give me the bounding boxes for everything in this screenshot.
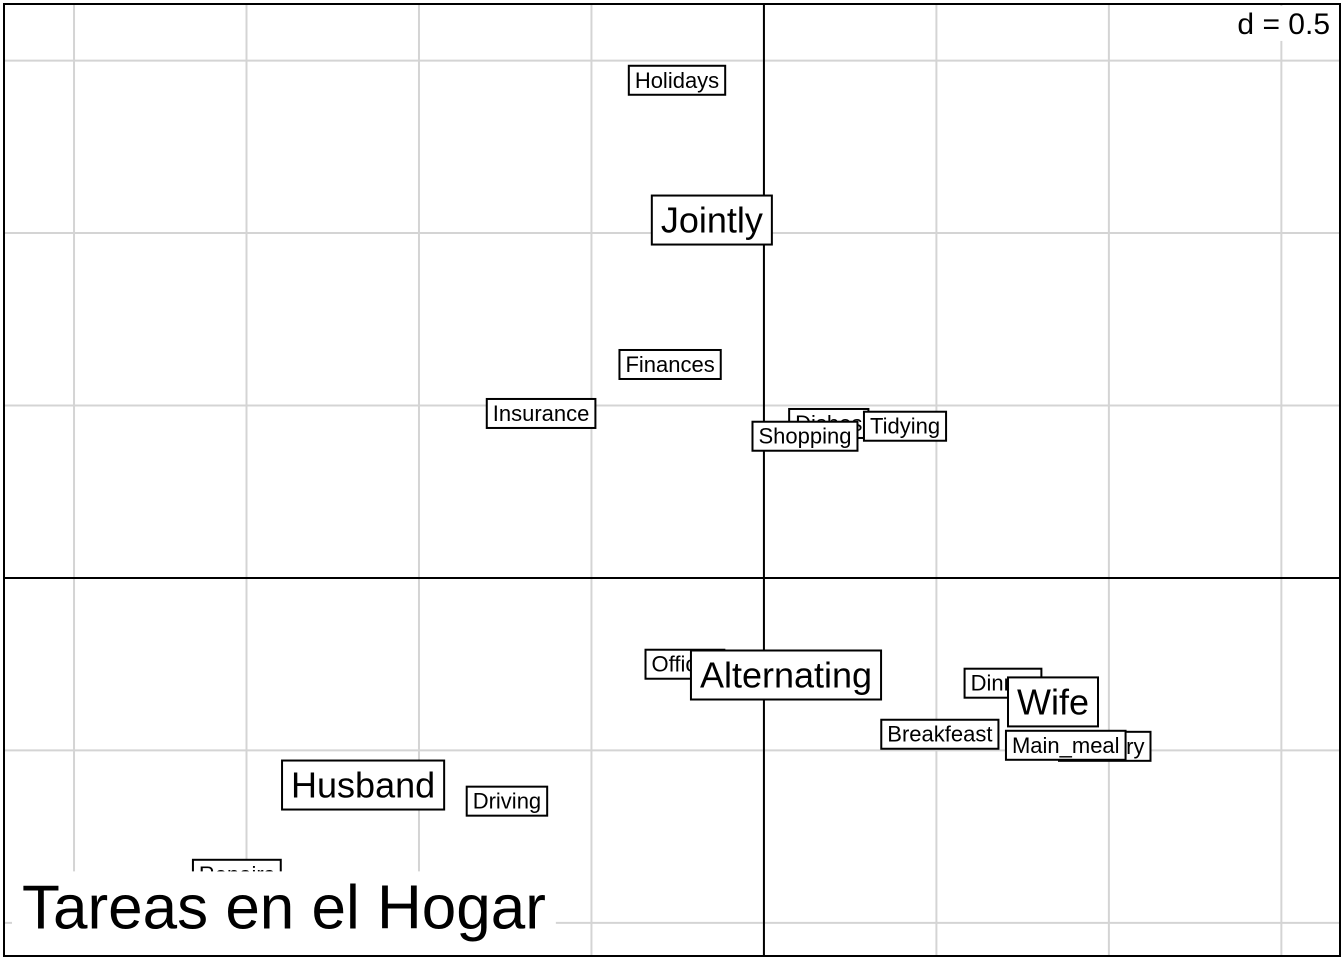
label-box xyxy=(880,718,1000,750)
label-box xyxy=(650,194,773,246)
label-box xyxy=(1006,676,1099,728)
scale-label: d = 0.5 xyxy=(1237,8,1330,41)
point-label: Wife xyxy=(1006,676,1099,728)
point-label: Shopping xyxy=(751,420,859,452)
chart-title: Tareas en el Hogar xyxy=(22,873,546,942)
point-label-text: Holidays xyxy=(635,68,719,93)
label-box xyxy=(862,410,948,442)
label-box xyxy=(465,785,549,817)
label-box xyxy=(1004,729,1127,761)
point-label: Breakfeast xyxy=(880,718,1000,750)
point-label-text: Husband xyxy=(291,765,435,806)
point-label: Tidying xyxy=(862,410,948,442)
point-label-text: Insurance xyxy=(493,401,590,426)
point-label: Alternating xyxy=(689,649,883,701)
label-box xyxy=(618,348,722,380)
label-box xyxy=(689,649,883,701)
point-label: Insurance xyxy=(485,397,597,429)
point-label-text: Shopping xyxy=(758,424,851,449)
point-label: Driving xyxy=(465,785,549,817)
title-bg xyxy=(12,871,556,955)
point-label: Main_meal xyxy=(1004,729,1127,761)
label-box xyxy=(281,759,446,811)
point-label: Holidays xyxy=(627,64,727,96)
point-label-text: Breakfeast xyxy=(887,722,992,747)
point-label-text: Alternating xyxy=(700,655,872,696)
point-label-text: Driving xyxy=(473,789,541,814)
point-label: Finances xyxy=(618,348,722,380)
point-label-text: Jointly xyxy=(661,200,763,241)
point-label: Husband xyxy=(281,759,446,811)
point-label-text: Tidying xyxy=(870,414,940,439)
point-label-text: Finances xyxy=(625,352,714,377)
scale-label-bg xyxy=(1231,5,1334,41)
label-box xyxy=(485,397,597,429)
point-label-text: Main_meal xyxy=(1012,733,1120,758)
point-label-text: Wife xyxy=(1017,681,1089,722)
label-box xyxy=(627,64,727,96)
label-box xyxy=(751,420,859,452)
point-label: Jointly xyxy=(650,194,773,246)
plot-frame xyxy=(3,3,1341,957)
